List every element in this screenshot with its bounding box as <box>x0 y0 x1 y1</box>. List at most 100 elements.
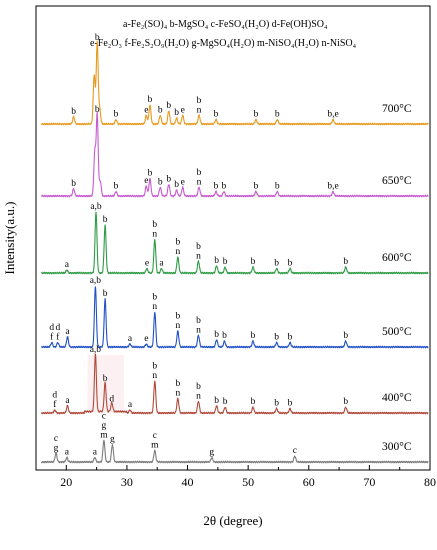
peak-label: b <box>197 168 202 178</box>
peak-label: b,e <box>327 110 338 120</box>
peak-label: d <box>49 323 54 333</box>
peak-label: e <box>145 259 149 269</box>
peak-label: b <box>152 293 157 303</box>
peak-label: a <box>65 327 70 337</box>
peak-label: b <box>152 220 157 230</box>
x-tick-label-50: 50 <box>242 475 254 489</box>
peak-label: e <box>144 176 148 186</box>
peak-label: b <box>114 110 119 120</box>
peak-label: b <box>275 110 280 120</box>
peak-label: n <box>152 302 157 312</box>
peak-label: n <box>175 247 180 257</box>
peak-label: c <box>54 434 58 444</box>
peak-label: b <box>214 396 219 406</box>
peak-label: a <box>159 259 164 269</box>
peak-label: c <box>153 431 157 441</box>
peak-label: n <box>197 105 202 115</box>
peak-label: a,b <box>90 345 102 355</box>
x-tick-label-20: 20 <box>60 475 72 489</box>
peak-label: n <box>152 371 157 381</box>
peak-label: b <box>274 259 279 269</box>
trace-line <box>40 439 429 464</box>
peak-label: b <box>103 289 108 299</box>
temperature-label: 500°C <box>382 326 412 338</box>
x-tick-label-70: 70 <box>363 475 375 489</box>
peak-label: b <box>222 182 227 192</box>
peak-label: b <box>288 399 293 409</box>
peak-label: b <box>214 330 219 340</box>
peak-label: b <box>114 182 119 192</box>
series-700°C: bbb ebb bb ebn b b b b,e 700°C <box>41 33 429 126</box>
peak-label: b <box>214 256 219 266</box>
peak-label: b <box>148 169 153 179</box>
x-tick-label-80: 80 <box>424 475 436 489</box>
peak-label: b <box>71 179 76 189</box>
peak-label: c <box>293 446 297 456</box>
peak-label: b <box>343 397 348 407</box>
peak-label: n <box>175 389 180 399</box>
plot-frame <box>35 5 431 471</box>
peak-label: a,b <box>90 202 102 212</box>
peak-label: b <box>222 331 227 341</box>
trace-line <box>40 353 429 415</box>
x-tick-label-30: 30 <box>121 475 133 489</box>
peak-label: g <box>110 435 115 445</box>
temperature-label: 400°C <box>382 392 412 404</box>
peak-label: e <box>181 177 185 187</box>
peak-label: b <box>158 105 163 115</box>
peak-label: b <box>166 101 171 111</box>
peak-label: m <box>151 440 159 450</box>
peak-label: a,b <box>90 276 102 286</box>
peak-label: g <box>209 448 214 458</box>
peak-label: b <box>175 238 180 248</box>
peak-label: n <box>196 251 201 261</box>
legend-line-2: e-Fe₂O₃ f-Fe₂S₂O₉(H₂O) g-MgSO₄(H₂O) m-Ni… <box>90 38 357 49</box>
peak-label: b <box>251 257 256 267</box>
temperature-label: 650°C <box>382 175 412 187</box>
peak-label: b <box>174 108 179 118</box>
trace-line <box>41 111 429 198</box>
trace-line <box>40 286 429 349</box>
peak-label: b <box>103 215 108 225</box>
peak-label: b <box>343 257 348 267</box>
peak-label: b <box>196 316 201 326</box>
peak-label: b <box>71 107 76 117</box>
peak-label: b <box>158 177 163 187</box>
peak-label: e <box>144 334 148 344</box>
legend-line-1: a-Fe₂(SO)₄ b-MgSO₄ c-FeSO₄(H₂O) d-Fe(OH)… <box>123 19 328 30</box>
peak-label: a <box>65 448 70 458</box>
peak-label: n <box>175 321 180 331</box>
peak-label: e <box>144 105 148 115</box>
trace-line <box>41 40 429 126</box>
peak-label: g <box>54 443 59 453</box>
x-axis-title: 2θ (degree) <box>203 513 262 528</box>
peak-label: b <box>103 374 108 384</box>
peak-label: b <box>196 382 201 392</box>
peak-label: n <box>196 325 201 335</box>
peak-label: b <box>275 182 280 192</box>
peak-label: b <box>148 95 153 105</box>
peak-label: m <box>100 430 108 440</box>
peak-label: d <box>55 323 60 333</box>
peak-label: a <box>65 260 70 270</box>
peak-label: d <box>52 391 57 401</box>
peak-label: n <box>197 177 202 187</box>
peak-label: b <box>288 333 293 343</box>
peak-label: b <box>152 362 157 372</box>
peak-label: a <box>65 396 70 406</box>
peak-label: b,e <box>327 182 338 192</box>
peak-label: b <box>196 242 201 252</box>
x-axis-ticks: 20 30 40 50 60 70 80 <box>35 465 436 489</box>
peak-label: b <box>95 33 100 43</box>
y-axis-title: Intensity(a.u.) <box>2 202 17 275</box>
peak-label: c <box>102 411 106 421</box>
peak-label: b <box>175 312 180 322</box>
peak-label: e <box>181 105 185 115</box>
